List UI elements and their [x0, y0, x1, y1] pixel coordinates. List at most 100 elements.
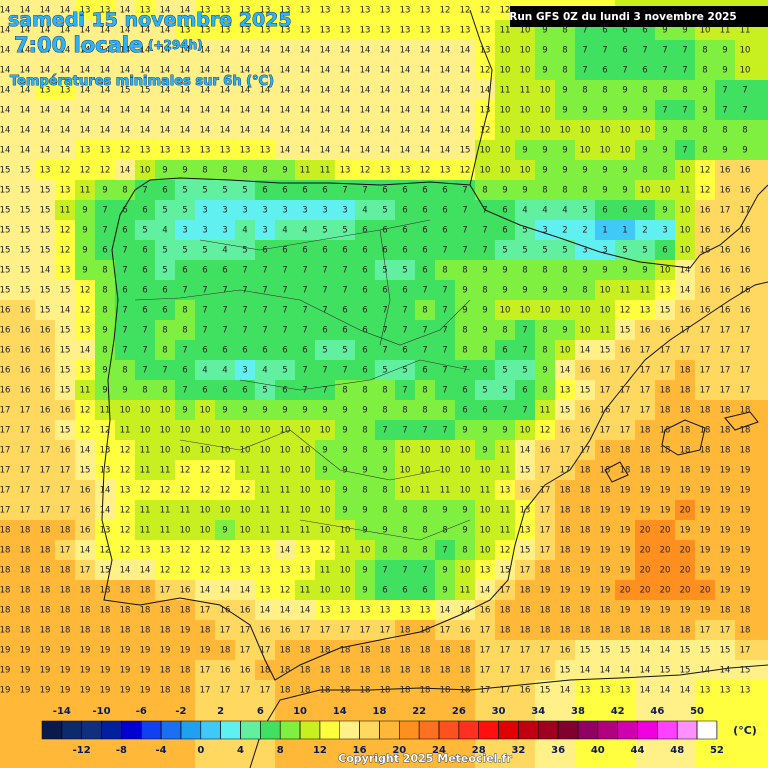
- cell-value: 19: [0, 686, 10, 696]
- cell-value: 18: [580, 466, 591, 476]
- cell: [235, 140, 255, 160]
- cell-value: 8: [702, 146, 707, 156]
- cell-value: 18: [720, 606, 731, 616]
- colorbar-label: 2: [217, 706, 224, 717]
- cell-value: 15: [600, 346, 611, 356]
- cell: [115, 60, 135, 80]
- cell-value: 17: [600, 386, 611, 396]
- cell: [315, 60, 335, 80]
- cell-value: 5: [622, 246, 627, 256]
- cell: [155, 180, 175, 200]
- cell-value: 15: [520, 546, 531, 556]
- cell: [215, 120, 235, 140]
- cell-value: 6: [422, 206, 427, 216]
- cell-value: 11: [120, 426, 131, 436]
- cell-value: 19: [700, 526, 711, 536]
- cell: [715, 220, 735, 240]
- cell-value: 16: [720, 246, 731, 256]
- cell-value: 6: [502, 346, 507, 356]
- cell-value: 8: [542, 386, 547, 396]
- cell-value: 6: [362, 266, 367, 276]
- cell-value: 17: [680, 326, 691, 336]
- cell: [375, 280, 395, 300]
- cell-value: 18: [60, 586, 71, 596]
- cell-value: 9: [482, 326, 487, 336]
- cell-value: 17: [740, 646, 751, 656]
- cell: [75, 180, 95, 200]
- cell: [35, 80, 55, 100]
- cell-value: 14: [460, 86, 471, 96]
- cell: [455, 220, 475, 240]
- cell-value: 7: [262, 326, 267, 336]
- cell-value: 14: [440, 86, 451, 96]
- cell-value: 10: [580, 126, 591, 136]
- cell-value: 19: [560, 586, 571, 596]
- cell-value: 14: [220, 46, 231, 56]
- cell: [715, 320, 735, 340]
- cell-value: 7: [482, 226, 487, 236]
- cell-value: 9: [562, 146, 567, 156]
- cell: [415, 80, 435, 100]
- cell-value: 10: [340, 586, 351, 596]
- cell-value: 12: [120, 446, 131, 456]
- cell: [295, 100, 315, 120]
- cell-value: 10: [600, 126, 611, 136]
- cell-value: 9: [562, 286, 567, 296]
- cell: [55, 140, 75, 160]
- cell: [255, 160, 275, 180]
- cell-value: 7: [402, 426, 407, 436]
- cell-value: 9: [82, 206, 87, 216]
- cell: [715, 260, 735, 280]
- cell-value: 18: [300, 666, 311, 676]
- cell: [355, 300, 375, 320]
- cell-value: 10: [660, 186, 671, 196]
- cell-value: 8: [462, 326, 467, 336]
- cell: [555, 40, 575, 60]
- cell-value: 9: [322, 466, 327, 476]
- cell-value: 10: [420, 446, 431, 456]
- cell-value: 4: [202, 366, 207, 376]
- cell: [715, 60, 735, 80]
- cell-value: 12: [80, 406, 91, 416]
- cell-value: 14: [320, 106, 331, 116]
- cell-value: 9: [542, 146, 547, 156]
- cell-value: 19: [700, 566, 711, 576]
- cell-value: 9: [262, 406, 267, 416]
- cell-value: 7: [262, 306, 267, 316]
- colorbar-label: -10: [93, 706, 111, 717]
- cell-value: 18: [100, 586, 111, 596]
- cell: [395, 220, 415, 240]
- cell: [535, 180, 555, 200]
- cell-value: 8: [422, 306, 427, 316]
- cell: [435, 40, 455, 60]
- cell-value: 7: [582, 66, 587, 76]
- cell-value: 11: [640, 286, 651, 296]
- cell-value: 10: [520, 106, 531, 116]
- cell: [15, 100, 35, 120]
- cell: [75, 320, 95, 340]
- cell: [55, 280, 75, 300]
- cell: [675, 40, 695, 60]
- cell-value: 10: [620, 126, 631, 136]
- cell-value: 9: [642, 146, 647, 156]
- cell-value: 6: [422, 226, 427, 236]
- cell-value: 6: [202, 386, 207, 396]
- cell-value: 14: [200, 106, 211, 116]
- cell: [15, 0, 35, 20]
- cell-value: 6: [142, 206, 147, 216]
- cell-value: 14: [340, 126, 351, 136]
- cell-value: 14: [0, 106, 10, 116]
- cell: [555, 220, 575, 240]
- cell-value: 17: [480, 646, 491, 656]
- cell: [515, 120, 535, 140]
- cell-value: 19: [600, 586, 611, 596]
- cell-value: 12: [540, 426, 551, 436]
- cell-value: 14: [80, 106, 91, 116]
- cell-value: 17: [720, 326, 731, 336]
- cell: [175, 220, 195, 240]
- cell-value: 19: [740, 506, 751, 516]
- cell-value: 6: [402, 186, 407, 196]
- cell-value: 14: [20, 126, 31, 136]
- cell-value: 13: [400, 26, 411, 36]
- cell-value: 11: [80, 386, 91, 396]
